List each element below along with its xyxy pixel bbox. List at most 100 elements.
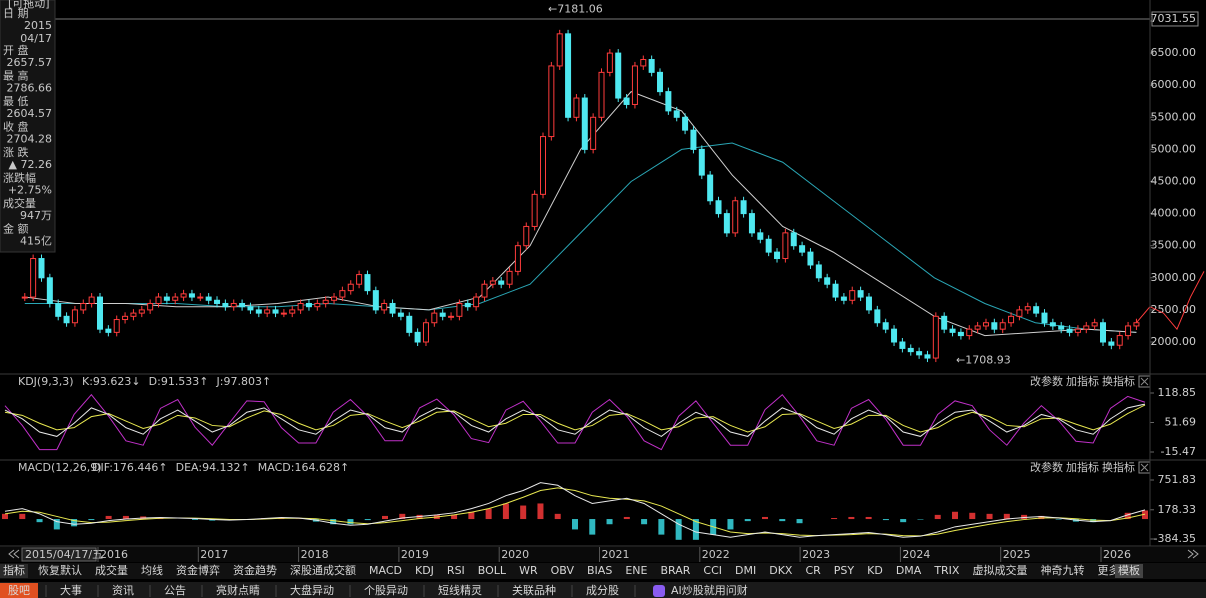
scroll-left[interactable] <box>8 549 20 559</box>
candle-body <box>172 296 179 301</box>
panel-button[interactable]: 改参数 <box>1030 374 1063 388</box>
panel-button[interactable]: 加指标 <box>1066 374 1099 388</box>
tab[interactable]: MACD <box>369 564 402 577</box>
candle-body <box>381 302 388 311</box>
macd-bar <box>865 516 872 520</box>
bottom-tab[interactable]: 个股异动 <box>364 584 408 597</box>
bottom-tab[interactable]: 关联品种 <box>512 583 556 597</box>
moving-average-long <box>24 142 1137 333</box>
tab[interactable]: WR <box>519 564 538 577</box>
candle-body <box>957 331 964 337</box>
y-tick-label: 5500.00 <box>1151 110 1197 123</box>
macd-bar <box>1021 514 1028 520</box>
candle-body <box>1024 306 1031 311</box>
indicator-readout: D:91.533↑ <box>149 375 209 388</box>
candle-body <box>874 309 881 324</box>
bottom-tab[interactable]: 大事 <box>60 583 82 597</box>
tab[interactable]: ENE <box>625 564 647 577</box>
candle-body <box>331 296 338 301</box>
candle-body <box>539 136 546 195</box>
bottom-tab[interactable]: 股吧 <box>8 584 30 597</box>
info-value: 2604.57 <box>7 107 53 120</box>
tab[interactable]: DMA <box>896 564 922 577</box>
info-value: 2657.57 <box>7 56 53 69</box>
tab[interactable]: 资金趋势 <box>233 563 277 577</box>
bottom-tab[interactable]: 成分股 <box>586 584 619 597</box>
scroll-right[interactable] <box>1187 549 1199 559</box>
tab[interactable]: OBV <box>551 564 575 577</box>
macd-bar <box>192 519 198 520</box>
year-label: 2026 <box>1103 548 1131 561</box>
candle-body <box>347 283 354 292</box>
tab[interactable]: 深股通成交额 <box>290 563 356 577</box>
bottom-tab[interactable]: 短线精灵 <box>438 583 482 597</box>
ai-tab[interactable]: AI炒股就用问财 <box>671 583 748 597</box>
y-tick-label: 2000.00 <box>1151 335 1197 348</box>
candle-body <box>105 328 112 333</box>
price-panel: 2000.00 2500.00 3000.00 3500.00 4000.00 4500.… <box>0 2 1205 367</box>
candle-body <box>1091 322 1098 327</box>
tab[interactable]: DMI <box>735 564 756 577</box>
tab[interactable]: KDJ <box>415 564 434 577</box>
ai-icon <box>653 585 665 597</box>
y-tick-label: 118.85 <box>1158 386 1197 399</box>
bottom-tab[interactable]: 公告 <box>164 584 186 597</box>
j-line <box>4 393 1146 451</box>
bottom-tab[interactable]: 资讯 <box>112 584 134 597</box>
tab[interactable]: 资金博弈 <box>176 563 220 577</box>
tab[interactable]: TRIX <box>933 564 960 577</box>
top-value-box <box>1151 11 1199 27</box>
tab[interactable]: KD <box>867 564 883 577</box>
panel-button[interactable]: 换指标 <box>1102 374 1135 388</box>
tab[interactable]: 虚拟成交量 <box>972 563 1027 577</box>
macd-bar <box>451 514 458 520</box>
tab[interactable]: CR <box>805 564 821 577</box>
candle-body <box>673 110 680 118</box>
panel-button[interactable]: 换指标 <box>1102 460 1135 474</box>
tab[interactable]: 成交量 <box>95 563 128 577</box>
tab[interactable]: BRAR <box>660 564 690 577</box>
tab-bar <box>0 563 1206 579</box>
macd-bar <box>572 519 578 530</box>
tab[interactable]: CCI <box>703 564 722 577</box>
candle-body <box>891 328 898 343</box>
tab[interactable]: PSY <box>834 564 855 577</box>
macd-bar <box>589 519 596 535</box>
dif-line <box>4 482 1146 538</box>
y-tick-label: 4500.00 <box>1151 175 1197 188</box>
tab[interactable]: BOLL <box>478 564 507 577</box>
panel-button[interactable]: 改参数 <box>1030 460 1063 474</box>
tab[interactable]: 均线 <box>141 563 163 577</box>
tab[interactable]: 指标 <box>3 563 25 577</box>
moving-average-medium <box>24 91 1137 337</box>
tab[interactable]: DKX <box>769 564 793 577</box>
panel-button[interactable]: 加指标 <box>1066 460 1099 474</box>
candle-body <box>949 328 956 333</box>
macd-bar <box>727 519 734 530</box>
candle-body <box>197 296 204 299</box>
tab[interactable]: RSI <box>447 564 465 577</box>
macd-bar <box>122 515 129 520</box>
candle-body <box>21 296 28 299</box>
candle-body <box>740 200 747 215</box>
candle-body <box>397 312 404 317</box>
macd-bar <box>1055 519 1062 520</box>
candle-body <box>523 225 530 247</box>
candle-body <box>406 315 413 333</box>
bottom-tab[interactable]: 亮财点睛 <box>216 583 260 597</box>
candle-body <box>97 296 103 330</box>
tab[interactable]: 神奇九转 <box>1040 563 1084 577</box>
macd-bar <box>848 516 855 520</box>
y-tick-label: 3000.00 <box>1151 271 1197 284</box>
candle-body <box>289 309 296 314</box>
y-tick-label: 751.83 <box>1158 473 1197 486</box>
candle-body <box>46 277 53 304</box>
candle-body <box>840 296 847 301</box>
tab[interactable]: BIAS <box>587 564 612 577</box>
bottom-bar <box>0 582 1206 598</box>
template-tab[interactable]: 模板 <box>1118 563 1140 577</box>
tab[interactable]: 恢复默认 <box>38 563 82 577</box>
bottom-tab[interactable]: 大盘异动 <box>290 583 334 597</box>
y-tick-label: 2500.00 <box>1151 303 1197 316</box>
